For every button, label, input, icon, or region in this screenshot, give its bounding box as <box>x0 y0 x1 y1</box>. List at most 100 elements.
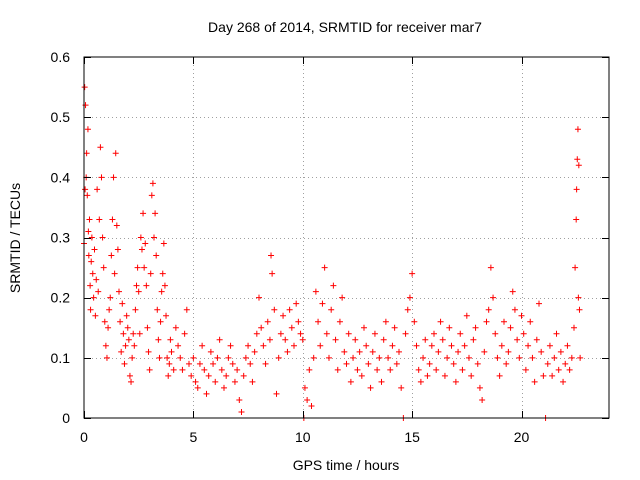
data-point <box>81 84 88 91</box>
data-point <box>308 402 315 409</box>
data-point <box>143 282 150 289</box>
data-point <box>527 318 534 325</box>
data-point <box>496 372 503 379</box>
data-point <box>367 384 374 391</box>
data-point <box>167 336 174 343</box>
data-point <box>98 174 105 181</box>
data-point <box>288 324 295 331</box>
data-point <box>240 372 247 379</box>
data-point <box>212 378 219 385</box>
data-point <box>161 282 168 289</box>
data-point <box>102 342 109 349</box>
data-point <box>112 150 119 157</box>
data-point <box>85 252 92 259</box>
data-point <box>538 348 545 355</box>
data-point <box>568 354 575 361</box>
data-point <box>94 186 101 193</box>
data-point <box>363 342 370 349</box>
data-point <box>540 372 547 379</box>
data-point <box>121 360 128 367</box>
data-point <box>571 324 577 331</box>
data-point <box>291 342 297 349</box>
data-point <box>514 336 521 343</box>
data-point <box>188 372 195 379</box>
data-point <box>301 384 308 391</box>
x-tick-label: 20 <box>514 429 530 445</box>
data-point <box>282 336 289 343</box>
data-point <box>93 276 100 283</box>
data-point <box>319 300 326 307</box>
data-point <box>448 342 455 349</box>
data-point <box>105 324 112 331</box>
data-point <box>555 366 562 373</box>
data-point <box>365 360 372 367</box>
y-tick-label: 0.5 <box>51 109 71 125</box>
data-point <box>371 330 378 337</box>
data-point <box>249 378 256 385</box>
data-point <box>352 336 359 343</box>
data-point <box>83 150 90 157</box>
x-tick-label: 5 <box>189 429 197 445</box>
data-point <box>426 360 433 367</box>
data-point <box>341 348 348 355</box>
data-point <box>137 234 144 241</box>
data-point <box>84 192 91 199</box>
data-point <box>417 378 424 385</box>
data-point <box>470 336 477 343</box>
data-point <box>273 390 280 397</box>
data-point <box>358 372 365 379</box>
data-point <box>498 342 505 349</box>
data-point <box>170 366 177 373</box>
data-point <box>159 270 166 277</box>
data-point <box>152 210 159 217</box>
data-point <box>334 366 341 373</box>
data-point <box>156 354 163 361</box>
data-point <box>122 342 129 349</box>
data-point <box>114 246 121 253</box>
data-point <box>549 372 556 379</box>
data-point <box>163 312 170 319</box>
data-point <box>207 348 214 355</box>
data-point <box>339 294 346 301</box>
y-tick-label: 0.4 <box>51 169 71 185</box>
data-point <box>158 288 165 295</box>
data-point <box>293 300 300 307</box>
data-point <box>146 366 153 373</box>
data-point <box>85 228 92 235</box>
data-point <box>214 354 221 361</box>
data-point <box>110 174 117 181</box>
data-point <box>201 366 208 373</box>
data-point <box>557 348 564 355</box>
y-tick-label: 0.3 <box>51 230 71 246</box>
data-point <box>437 318 444 325</box>
data-point <box>247 360 254 367</box>
plot-frame <box>83 56 610 419</box>
data-point <box>516 354 523 361</box>
data-point <box>131 342 138 349</box>
data-point <box>323 330 330 337</box>
data-point <box>297 330 304 337</box>
data-point <box>544 360 551 367</box>
data-point <box>269 270 276 277</box>
data-point <box>144 324 151 331</box>
data-point <box>147 270 154 277</box>
data-point <box>117 318 124 325</box>
data-point <box>87 306 94 313</box>
x-axis-title: GPS time / hours <box>293 457 400 473</box>
data-point <box>271 306 278 313</box>
data-point <box>573 186 580 193</box>
x-tick-label: 15 <box>404 429 420 445</box>
data-point <box>494 354 501 361</box>
x-tick-label: 10 <box>295 429 311 445</box>
chart-title: Day 268 of 2014, SRMTID for receiver mar… <box>208 19 482 35</box>
data-point <box>251 348 258 355</box>
data-point <box>415 366 422 373</box>
data-point <box>92 312 99 319</box>
data-point <box>245 342 252 349</box>
data-point <box>119 300 126 307</box>
data-point <box>396 348 402 355</box>
data-point <box>138 246 145 253</box>
data-point <box>503 360 510 367</box>
data-point <box>487 264 494 271</box>
data-point <box>134 264 141 271</box>
